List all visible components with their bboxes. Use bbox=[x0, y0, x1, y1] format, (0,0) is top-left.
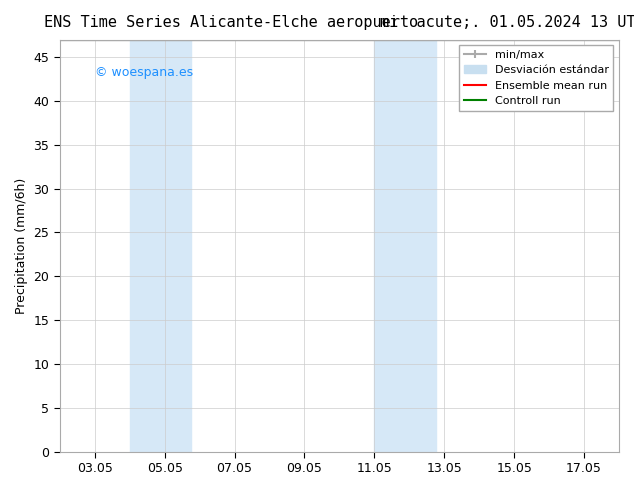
Text: mi  acute;. 01.05.2024 13 UTC: mi acute;. 01.05.2024 13 UTC bbox=[380, 15, 634, 30]
Bar bbox=[374, 40, 436, 452]
Legend: min/max, Desviación estándar, Ensemble mean run, Controll run: min/max, Desviación estándar, Ensemble m… bbox=[460, 45, 614, 111]
Y-axis label: Precipitation (mm/6h): Precipitation (mm/6h) bbox=[15, 177, 28, 314]
Text: © woespana.es: © woespana.es bbox=[95, 66, 193, 79]
Bar bbox=[130, 40, 191, 452]
Text: ENS Time Series Alicante-Elche aeropuerto: ENS Time Series Alicante-Elche aeropuert… bbox=[44, 15, 418, 30]
